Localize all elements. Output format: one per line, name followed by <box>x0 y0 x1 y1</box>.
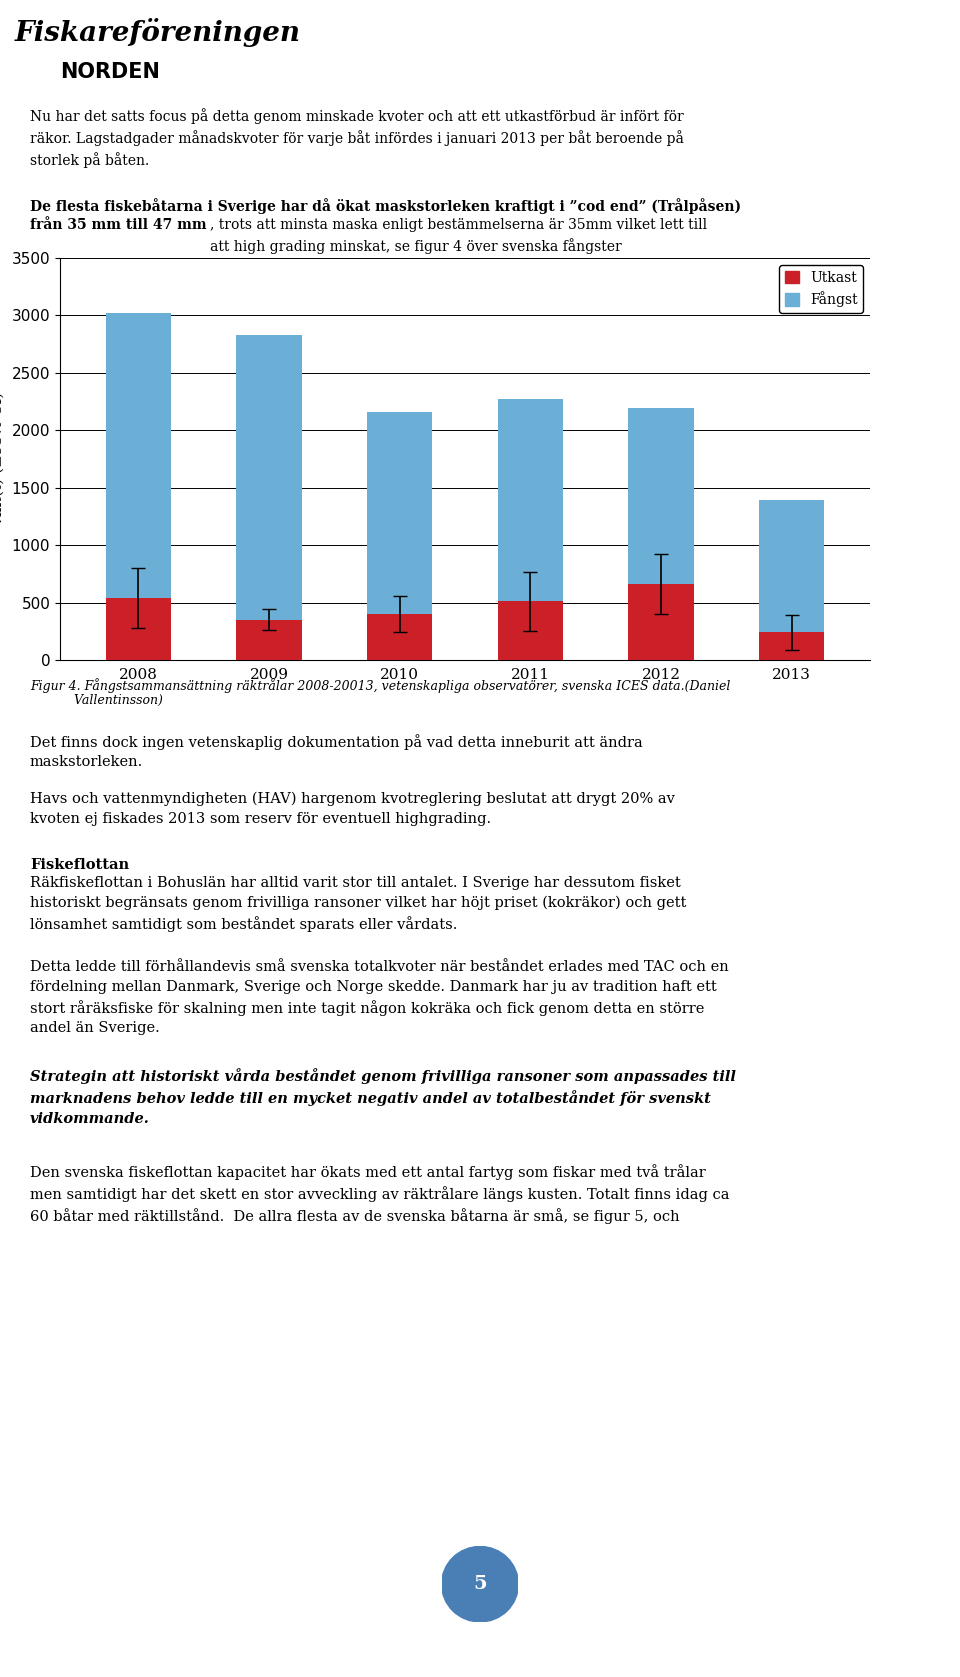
Text: Detta ledde till förhållandevis små svenska totalkvoter när beståndet erlades me: Detta ledde till förhållandevis små sven… <box>30 959 729 1035</box>
Bar <box>367 413 432 661</box>
Text: De flesta fiskebåtarna i Sverige har då ökat maskstorleken kraftigt i ”cod end” : De flesta fiskebåtarna i Sverige har då … <box>30 198 741 215</box>
Bar <box>236 335 301 661</box>
Text: Fiskareföreningen: Fiskareföreningen <box>15 18 301 47</box>
Text: 5: 5 <box>473 1575 487 1593</box>
Text: Figur 4. Fångstsammansättning räktrålar 2008-20013, vetenskapliga observatörer, : Figur 4. Fångstsammansättning räktrålar … <box>30 678 731 693</box>
Text: från 35 mm till 47 mm: från 35 mm till 47 mm <box>30 218 206 231</box>
Legend: Utkast, Fångst: Utkast, Fångst <box>780 265 863 314</box>
Text: Räkfiskeflottan i Bohuslän har alltid varit stor till antalet. I Sverige har des: Räkfiskeflottan i Bohuslän har alltid va… <box>30 875 686 932</box>
Text: Havs och vattenmyndigheten (HAV) hargenom kvotreglering beslutat att drygt 20% a: Havs och vattenmyndigheten (HAV) hargeno… <box>30 792 675 825</box>
Text: Strategin att historiskt vårda beståndet genom frivilliga ransoner som anpassade: Strategin att historiskt vårda beståndet… <box>30 1068 736 1125</box>
Text: Den svenska fiskeflottan kapacitet har ökats med ett antal fartyg som fiskar med: Den svenska fiskeflottan kapacitet har ö… <box>30 1164 730 1224</box>
Y-axis label: Vikt(t) (±95% CI): Vikt(t) (±95% CI) <box>0 391 5 527</box>
Text: , trots att minsta maska enligt bestämmelserna är 35mm vilket lett till
att high: , trots att minsta maska enligt bestämme… <box>210 218 708 255</box>
Bar <box>497 399 563 661</box>
Bar <box>106 599 171 661</box>
Text: Fiskeflottan: Fiskeflottan <box>30 859 130 872</box>
Bar <box>759 500 825 661</box>
Bar <box>106 314 171 661</box>
Text: Nu har det satts focus på detta genom minskade kvoter och att ett utkastförbud ä: Nu har det satts focus på detta genom mi… <box>30 107 684 168</box>
Bar <box>497 602 563 661</box>
Text: Det finns dock ingen vetenskaplig dokumentation på vad detta inneburit att ändra: Det finns dock ingen vetenskaplig dokume… <box>30 735 643 770</box>
Bar <box>367 614 432 661</box>
Bar <box>628 409 694 661</box>
Bar <box>628 584 694 661</box>
Bar <box>236 620 301 661</box>
Text: Vallentinsson): Vallentinsson) <box>30 694 163 708</box>
Bar <box>759 632 825 661</box>
Text: NORDEN: NORDEN <box>60 62 160 82</box>
Ellipse shape <box>442 1546 518 1622</box>
